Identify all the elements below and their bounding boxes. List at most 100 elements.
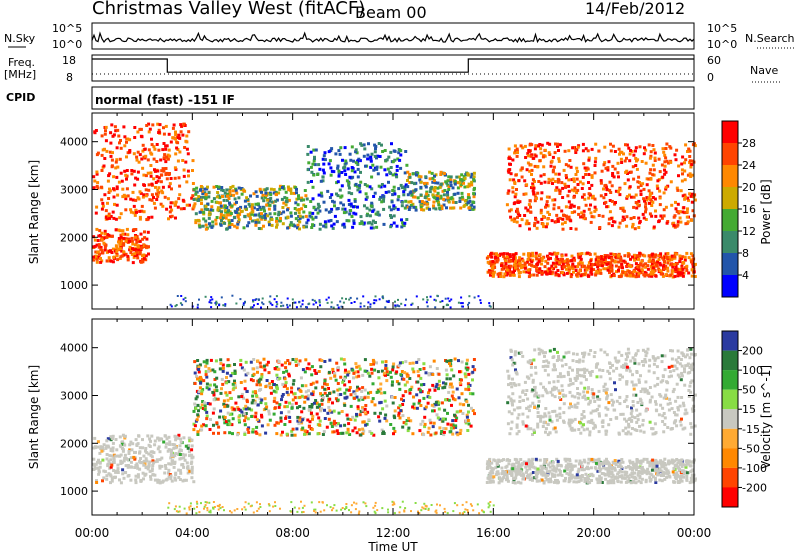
echo-cell — [263, 209, 266, 213]
echo-cell — [575, 170, 579, 173]
echo-cell — [567, 164, 571, 168]
echo-cell — [549, 256, 552, 260]
echo-cell — [150, 469, 154, 473]
near-range-echo — [426, 298, 429, 301]
echo-cell — [562, 265, 566, 269]
echo-cell — [590, 215, 594, 219]
noise-panel-frame — [91, 22, 695, 50]
echo-cell — [169, 205, 172, 209]
echo-cell — [230, 223, 234, 226]
echo-cell — [658, 478, 662, 482]
echo-cell — [108, 189, 112, 193]
echo-cell — [395, 175, 399, 179]
echo-cell — [196, 359, 200, 362]
echo-cell — [649, 168, 653, 172]
echo-cell — [152, 157, 156, 161]
echo-cell — [174, 203, 177, 207]
echo-cell — [350, 215, 354, 218]
echo-cell — [214, 218, 218, 222]
echo-cell — [209, 208, 213, 212]
echo-cell — [551, 464, 555, 468]
echo-cell — [344, 210, 348, 214]
echo-cell — [437, 372, 441, 376]
echo-cell — [618, 221, 622, 225]
echo-cell — [342, 222, 346, 226]
echo-cell — [181, 452, 185, 456]
echo-cell — [261, 193, 265, 197]
echo-cell — [121, 232, 125, 236]
echo-cell — [211, 390, 215, 394]
echo-cell — [457, 396, 461, 400]
echo-cell — [220, 188, 224, 192]
echo-cell — [688, 172, 692, 176]
echo-cell — [493, 261, 497, 265]
echo-cell — [683, 258, 687, 262]
echo-cell — [138, 250, 142, 254]
near-range-echo — [336, 304, 339, 307]
echo-cell — [358, 184, 362, 187]
echo-cell — [539, 151, 543, 155]
echo-cell — [400, 370, 404, 373]
echo-cell — [594, 156, 598, 160]
echo-cell — [323, 417, 327, 420]
echo-cell — [108, 216, 112, 220]
echo-cell — [165, 155, 168, 159]
echo-cell — [136, 466, 140, 470]
echo-cell — [461, 412, 465, 415]
echo-cell — [393, 206, 397, 210]
echo-cell — [344, 396, 348, 400]
echo-cell — [277, 360, 281, 363]
echo-cell — [368, 185, 372, 189]
echo-cell — [540, 262, 543, 266]
echo-cell — [467, 206, 471, 210]
echo-cell — [95, 254, 98, 258]
echo-cell — [104, 129, 107, 133]
echo-cell — [597, 255, 601, 259]
echo-cell — [182, 456, 186, 460]
echo-cell — [576, 271, 580, 275]
echo-cell — [205, 361, 209, 365]
echo-cell — [372, 168, 376, 172]
echo-cell — [560, 254, 564, 258]
echo-cell — [322, 154, 326, 158]
echo-cell — [681, 267, 685, 271]
echo-cell — [109, 141, 113, 145]
echo-cell — [498, 272, 502, 276]
echo-cell — [318, 209, 322, 213]
echo-cell — [157, 479, 161, 483]
echo-cell — [230, 423, 234, 427]
echo-cell — [219, 212, 223, 216]
echo-cell — [229, 186, 233, 189]
echo-cell — [574, 148, 578, 152]
echo-cell — [343, 383, 347, 387]
echo-cell — [679, 189, 683, 193]
echo-cell — [532, 186, 536, 190]
echo-cell — [625, 224, 629, 228]
echo-cell — [303, 429, 307, 433]
echo-cell — [402, 377, 406, 381]
echo-cell — [227, 209, 230, 213]
near-range-echo — [359, 302, 362, 305]
echo-cell — [529, 205, 532, 209]
echo-cell — [168, 210, 172, 214]
echo-cell — [376, 154, 380, 158]
echo-cell — [613, 202, 617, 206]
echo-cell — [228, 201, 231, 205]
echo-cell — [662, 208, 666, 212]
echo-cell — [458, 200, 462, 203]
echo-cell — [619, 257, 623, 261]
echo-cell — [347, 370, 351, 374]
echo-cell — [668, 475, 672, 479]
echo-cell — [514, 266, 517, 270]
echo-cell — [500, 262, 504, 266]
echo-cell — [279, 433, 283, 437]
echo-cell — [288, 362, 291, 366]
echo-cell — [574, 173, 578, 176]
echo-cell — [233, 369, 237, 373]
echo-cell — [201, 189, 204, 193]
echo-cell — [212, 407, 216, 411]
echo-cell — [426, 401, 430, 405]
echo-cell — [153, 439, 157, 443]
echo-cell — [520, 264, 524, 268]
